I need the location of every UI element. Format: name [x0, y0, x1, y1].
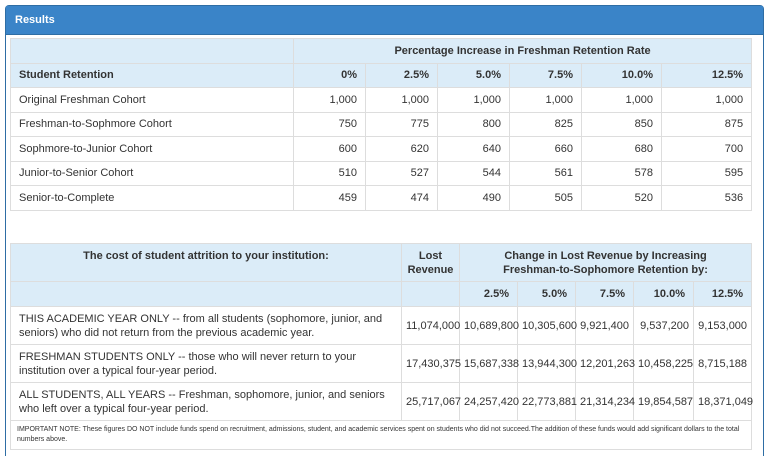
cell: 8,715,188: [692, 344, 753, 383]
table-row: FRESHMAN STUDENTS ONLY -- those who will…: [10, 344, 753, 383]
cell: 18,371,049: [692, 382, 753, 421]
cell: 10,305,600: [517, 306, 577, 345]
row-label: THIS ACADEMIC YEAR ONLY -- from all stud…: [10, 306, 402, 345]
cell: 660: [509, 136, 582, 162]
cell: 1,000: [437, 87, 510, 113]
cell: 680: [581, 136, 662, 162]
retention-col-2: 5.0%: [437, 62, 510, 88]
table-row: Freshman-to-Sophmore Cohort 750 775 800 …: [10, 111, 753, 137]
row-label: Freshman-to-Sophmore Cohort: [10, 111, 294, 137]
cell: 474: [365, 185, 438, 211]
retention-column-header-row: Student Retention 0% 2.5% 5.0% 7.5% 10.0…: [10, 62, 753, 88]
cell: 620: [365, 136, 438, 162]
attrition-corner-cell: [10, 281, 402, 307]
retention-col-1: 2.5%: [365, 62, 438, 88]
retention-col-4: 10.0%: [581, 62, 662, 88]
cell: 640: [437, 136, 510, 162]
cell: 527: [365, 160, 438, 186]
cell: 1,000: [293, 87, 366, 113]
cell: 13,944,300: [517, 344, 577, 383]
cell: 750: [293, 111, 366, 137]
attrition-table: The cost of student attrition to your in…: [9, 243, 753, 450]
change-header: Change in Lost Revenue by Increasing Fre…: [458, 243, 753, 282]
lost-revenue-header: Lost Revenue: [401, 243, 460, 282]
retention-corner-cell: [10, 38, 294, 64]
attrition-col-0: 2.5%: [459, 281, 518, 307]
panel-title: Results: [6, 6, 763, 35]
cell: 9,153,000: [692, 306, 753, 345]
cell: 578: [581, 160, 662, 186]
cell: 561: [509, 160, 582, 186]
attrition-header-row: The cost of student attrition to your in…: [10, 243, 753, 282]
retention-col-3: 7.5%: [509, 62, 582, 88]
cell: 825: [509, 111, 582, 137]
cell: 490: [437, 185, 510, 211]
cell: 544: [437, 160, 510, 186]
cell: 1,000: [365, 87, 438, 113]
cell: 700: [660, 136, 753, 162]
cell: 24,257,420: [459, 382, 519, 421]
retention-row-header: Student Retention: [10, 62, 294, 88]
cell: 800: [437, 111, 510, 137]
cell: 10,458,225: [633, 344, 694, 383]
retention-group-header-row: Percentage Increase in Freshman Retentio…: [10, 38, 753, 64]
cell: 12,201,263: [575, 344, 635, 383]
cell: 10,689,800: [459, 306, 519, 345]
attrition-header: The cost of student attrition to your in…: [10, 243, 402, 282]
cell: 875: [660, 111, 753, 137]
cell: 1,000: [660, 87, 753, 113]
cell: 850: [581, 111, 662, 137]
note-row: IMPORTANT NOTE: These figures DO NOT inc…: [9, 420, 753, 450]
lost-revenue-cell: 17,430,375: [401, 344, 461, 383]
table-row: ALL STUDENTS, ALL YEARS -- Freshman, sop…: [10, 382, 753, 421]
retention-group-header: Percentage Increase in Freshman Retentio…: [292, 38, 753, 64]
cell: 22,773,881: [517, 382, 577, 421]
table-row: THIS ACADEMIC YEAR ONLY -- from all stud…: [10, 306, 753, 345]
attrition-col-1: 5.0%: [517, 281, 576, 307]
table-row: Sophmore-to-Junior Cohort 600 620 640 66…: [10, 136, 753, 162]
attrition-column-header-row: 2.5% 5.0% 7.5% 10.0% 12.5%: [10, 281, 753, 307]
lost-revenue-cell: 11,074,000: [401, 306, 460, 345]
important-note: IMPORTANT NOTE: These figures DO NOT inc…: [9, 420, 753, 450]
cell: 21,314,234: [575, 382, 635, 421]
cell: 19,854,587: [633, 382, 694, 421]
row-label: Sophmore-to-Junior Cohort: [10, 136, 294, 162]
lost-revenue-blank-cell: [401, 281, 460, 307]
attrition-col-2: 7.5%: [575, 281, 634, 307]
row-label: Original Freshman Cohort: [10, 87, 294, 113]
retention-col-0: 0%: [293, 62, 366, 88]
table-row: Junior-to-Senior Cohort 510 527 544 561 …: [10, 160, 753, 186]
cell: 15,687,338: [459, 344, 519, 383]
cell: 9,537,200: [633, 306, 694, 345]
row-label: Junior-to-Senior Cohort: [10, 160, 294, 186]
cell: 775: [365, 111, 438, 137]
retention-col-5: 12.5%: [660, 62, 753, 88]
cell: 510: [293, 160, 366, 186]
retention-table: Percentage Increase in Freshman Retentio…: [10, 38, 753, 211]
cell: 536: [660, 185, 753, 211]
cell: 1,000: [509, 87, 582, 113]
cell: 1,000: [581, 87, 662, 113]
row-label: ALL STUDENTS, ALL YEARS -- Freshman, sop…: [10, 382, 402, 421]
cell: 459: [293, 185, 366, 211]
row-label: FRESHMAN STUDENTS ONLY -- those who will…: [10, 344, 402, 383]
cell: 600: [293, 136, 366, 162]
attrition-col-4: 12.5%: [692, 281, 753, 307]
cell: 9,921,400: [575, 306, 634, 345]
table-row: Original Freshman Cohort 1,000 1,000 1,0…: [10, 87, 753, 113]
cell: 520: [581, 185, 662, 211]
lost-revenue-cell: 25,717,067: [401, 382, 461, 421]
table-row: Senior-to-Complete 459 474 490 505 520 5…: [10, 185, 753, 211]
attrition-col-3: 10.0%: [633, 281, 694, 307]
cell: 595: [660, 160, 753, 186]
cell: 505: [509, 185, 582, 211]
row-label: Senior-to-Complete: [10, 185, 294, 211]
